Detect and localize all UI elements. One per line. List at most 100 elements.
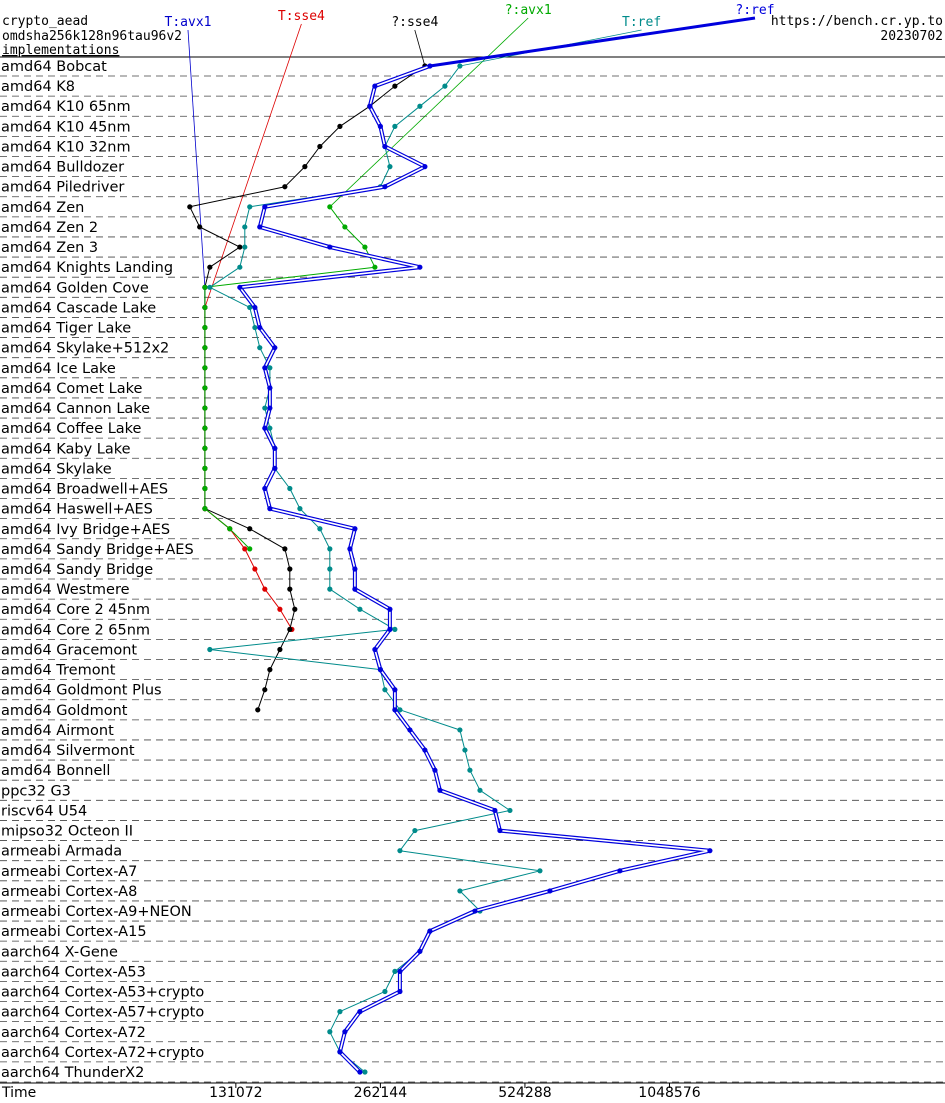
series-line bbox=[204, 307, 293, 630]
header-url: https://bench.cr.yp.to bbox=[771, 14, 943, 29]
category-label: amd64 Sandy Bridge+AES bbox=[1, 542, 194, 558]
data-point bbox=[417, 264, 423, 270]
data-point bbox=[352, 566, 358, 572]
x-tick-label: 131072 bbox=[209, 1085, 262, 1101]
category-label: armeabi Cortex-A8 bbox=[1, 884, 137, 900]
data-point bbox=[202, 345, 208, 351]
data-point bbox=[442, 83, 448, 89]
series-leader bbox=[414, 29, 426, 67]
data-point bbox=[207, 264, 213, 270]
x-axis-label: Time bbox=[1, 1085, 36, 1101]
data-point bbox=[382, 988, 388, 995]
category-label: armeabi Cortex-A7 bbox=[1, 864, 137, 880]
data-point bbox=[387, 164, 393, 170]
data-point bbox=[287, 626, 293, 632]
data-point bbox=[537, 868, 543, 874]
data-point bbox=[242, 224, 248, 230]
category-label: aarch64 ThunderX2 bbox=[1, 1065, 144, 1081]
data-point bbox=[252, 566, 258, 572]
header-date: 20230702 bbox=[880, 29, 943, 44]
category-label: amd64 Knights Landing bbox=[1, 260, 173, 276]
data-point bbox=[202, 445, 208, 451]
data-point bbox=[327, 204, 333, 210]
data-point bbox=[252, 324, 258, 331]
category-label: amd64 Tiger Lake bbox=[1, 321, 131, 337]
data-point bbox=[392, 687, 398, 693]
data-point bbox=[347, 546, 353, 552]
data-point bbox=[257, 324, 263, 331]
data-point bbox=[247, 204, 253, 210]
data-point bbox=[327, 546, 333, 552]
series-line bbox=[204, 206, 376, 550]
data-point bbox=[317, 143, 323, 150]
data-point bbox=[327, 244, 333, 250]
data-point bbox=[392, 707, 398, 713]
series-label: T:sse4 bbox=[278, 9, 325, 24]
data-point bbox=[202, 365, 208, 371]
category-label: aarch64 X-Gene bbox=[1, 944, 118, 960]
data-point bbox=[267, 365, 273, 371]
category-label: amd64 Core 2 65nm bbox=[1, 622, 150, 638]
data-point bbox=[432, 767, 438, 773]
data-point bbox=[227, 526, 233, 532]
data-point bbox=[202, 385, 208, 391]
category-label: amd64 Comet Lake bbox=[1, 381, 142, 397]
category-label: amd64 Tremont bbox=[1, 663, 116, 679]
data-point bbox=[237, 244, 243, 250]
data-point bbox=[372, 264, 378, 270]
category-label: amd64 Piledriver bbox=[1, 180, 124, 196]
data-point bbox=[467, 767, 473, 773]
data-point bbox=[267, 667, 273, 673]
category-label: amd64 Westmere bbox=[1, 582, 130, 598]
header-primitive: omdsha256k128n96tau96v2 bbox=[2, 29, 182, 44]
data-point bbox=[382, 143, 388, 150]
category-label: amd64 K10 45nm bbox=[1, 119, 131, 135]
data-point bbox=[287, 485, 293, 492]
data-point bbox=[202, 485, 208, 492]
category-label: amd64 Skylake bbox=[1, 461, 112, 477]
x-tick-label: 1048576 bbox=[638, 1085, 700, 1101]
data-point bbox=[382, 184, 388, 190]
data-point bbox=[297, 506, 303, 512]
data-point bbox=[377, 123, 383, 129]
data-point bbox=[272, 465, 278, 471]
category-label: aarch64 Cortex-A53 bbox=[1, 964, 146, 980]
data-point bbox=[257, 345, 263, 351]
data-point bbox=[247, 546, 253, 552]
category-label: amd64 Goldmont bbox=[1, 703, 128, 719]
data-point bbox=[507, 807, 513, 814]
data-point bbox=[287, 566, 293, 572]
header-title: crypto_aead bbox=[2, 14, 88, 29]
data-point bbox=[262, 586, 268, 592]
series-leader bbox=[204, 23, 302, 308]
category-label: aarch64 Cortex-A72+crypto bbox=[1, 1045, 204, 1061]
series-label: ?:sse4 bbox=[391, 15, 438, 30]
data-point bbox=[497, 827, 503, 834]
data-point bbox=[457, 63, 463, 69]
data-point bbox=[387, 606, 393, 612]
implementations-link[interactable]: implementations bbox=[2, 43, 119, 58]
data-point bbox=[462, 747, 468, 753]
data-point bbox=[352, 526, 358, 532]
data-point bbox=[397, 988, 403, 995]
data-point bbox=[262, 204, 268, 210]
category-label: riscv64 U54 bbox=[1, 803, 87, 819]
category-label: amd64 Cascade Lake bbox=[1, 300, 156, 316]
data-point bbox=[202, 284, 208, 290]
series-leader bbox=[187, 29, 206, 288]
category-label: amd64 K8 bbox=[1, 79, 75, 95]
data-point bbox=[327, 1029, 333, 1035]
series-label: T:ref bbox=[622, 15, 661, 30]
data-point bbox=[427, 63, 433, 69]
data-point bbox=[327, 586, 333, 592]
data-point bbox=[242, 546, 248, 552]
data-point bbox=[357, 1009, 363, 1015]
series-label: ?:ref bbox=[735, 3, 774, 18]
data-point bbox=[317, 526, 323, 532]
category-label: amd64 Core 2 45nm bbox=[1, 602, 150, 618]
data-point bbox=[252, 304, 258, 311]
data-point bbox=[427, 928, 433, 934]
data-point bbox=[492, 807, 498, 814]
data-point bbox=[397, 707, 403, 713]
